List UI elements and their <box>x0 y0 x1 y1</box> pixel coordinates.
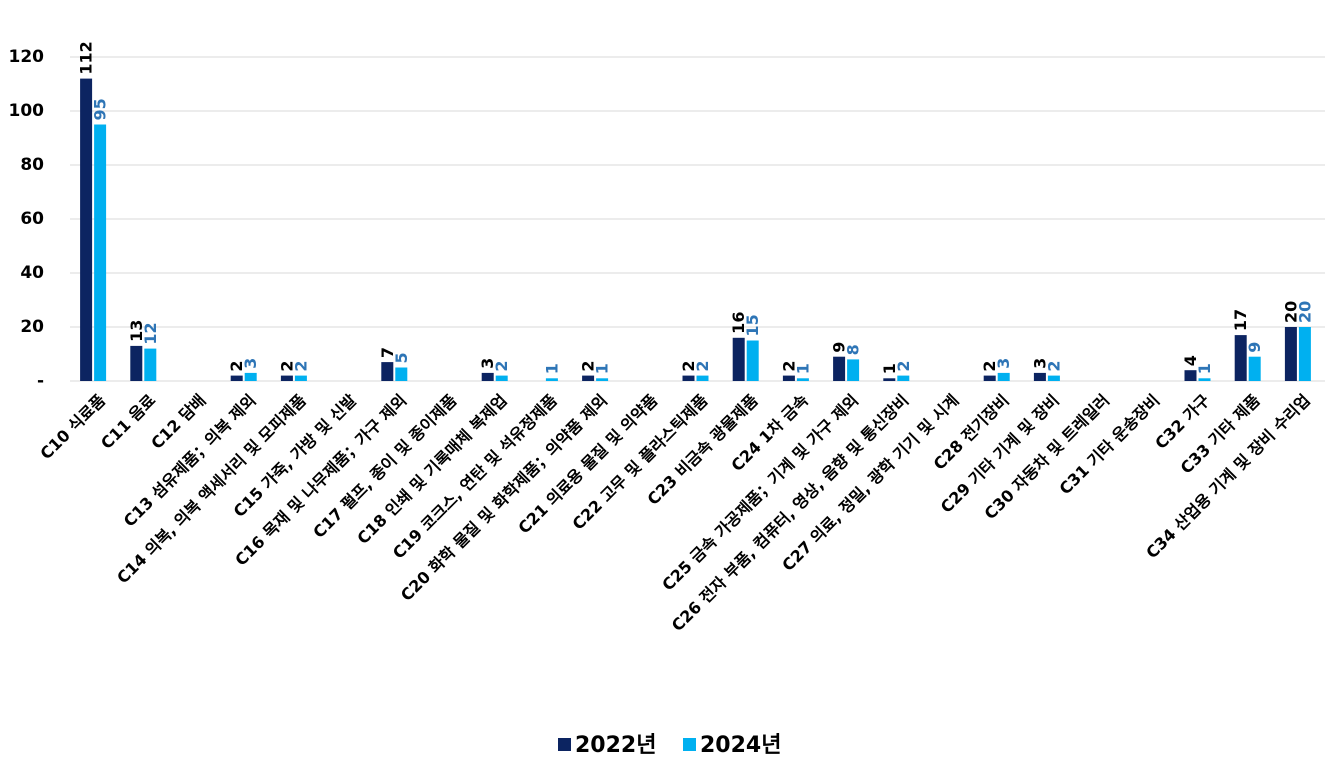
bar <box>1234 335 1247 381</box>
bar <box>80 78 93 381</box>
data-label: 20 <box>1281 301 1300 323</box>
bar <box>244 372 257 381</box>
bar <box>596 378 609 381</box>
y-tick-label: 80 <box>20 155 44 175</box>
legend-swatch <box>683 738 696 751</box>
bar <box>294 375 307 381</box>
data-label: 3 <box>478 358 497 369</box>
y-tick-label: - <box>37 371 44 391</box>
data-label: 1 <box>1195 363 1214 374</box>
bar <box>847 359 860 381</box>
bar <box>1033 372 1046 381</box>
bar <box>682 375 695 381</box>
bar <box>144 348 157 381</box>
bar <box>1248 356 1261 381</box>
bar <box>545 378 558 381</box>
bar <box>1198 378 1211 381</box>
bar <box>746 340 759 381</box>
data-label: 12 <box>141 322 160 344</box>
data-label: 7 <box>378 347 397 358</box>
data-label: 8 <box>844 344 863 355</box>
bar <box>732 337 745 381</box>
legend-swatch <box>558 738 571 751</box>
bar <box>1184 370 1197 381</box>
data-label: 95 <box>91 98 110 120</box>
bar <box>1284 327 1297 381</box>
data-label: 9 <box>830 342 849 353</box>
data-label: 2 <box>579 360 598 371</box>
bar <box>796 378 809 381</box>
bar <box>833 356 846 381</box>
bar <box>782 375 795 381</box>
bar <box>495 375 508 381</box>
bar <box>1047 375 1060 381</box>
bar <box>883 378 896 381</box>
data-label: 2 <box>679 360 698 371</box>
data-label: 1 <box>542 363 561 374</box>
bar <box>130 345 143 381</box>
legend-label: 2022년 <box>575 733 656 758</box>
bar <box>230 375 243 381</box>
data-label: 20 <box>1295 301 1314 323</box>
bar <box>280 375 293 381</box>
data-label: 2 <box>779 360 798 371</box>
data-label: 2 <box>894 360 913 371</box>
data-label: 15 <box>743 314 762 336</box>
bar <box>94 124 107 381</box>
bar <box>395 367 408 381</box>
y-tick-label: 100 <box>9 101 45 121</box>
data-label: 17 <box>1231 309 1250 331</box>
data-label: 2 <box>277 360 296 371</box>
data-label: 3 <box>994 358 1013 369</box>
x-tick-label: C26 전자 부품, 컴퓨터, 영상, 음향 및 통신장비 <box>668 391 912 635</box>
data-label: 3 <box>241 358 260 369</box>
data-label: 16 <box>729 312 748 334</box>
data-label: 4 <box>1181 355 1200 366</box>
data-label: 13 <box>127 320 146 342</box>
data-label: 2 <box>291 360 310 371</box>
data-label: 112 <box>77 41 96 74</box>
y-tick-label: 40 <box>20 263 44 283</box>
y-tick-label: 60 <box>20 209 44 229</box>
data-label: 5 <box>392 352 411 363</box>
data-label: 1 <box>880 363 899 374</box>
bar <box>997 372 1010 381</box>
bar <box>481 372 494 381</box>
bar <box>381 362 394 381</box>
bar <box>582 375 595 381</box>
x-tick-label: C10 식료품 <box>36 390 109 463</box>
data-label: 1 <box>793 363 812 374</box>
data-label: 1 <box>593 363 612 374</box>
bar <box>1298 327 1311 381</box>
data-label: 2 <box>693 360 712 371</box>
bar <box>696 375 709 381</box>
data-label: 2 <box>1044 360 1063 371</box>
y-tick-label: 20 <box>20 317 44 337</box>
data-label: 2 <box>227 360 246 371</box>
bar <box>897 375 910 381</box>
data-label: 2 <box>980 360 999 371</box>
data-label: 2 <box>492 360 511 371</box>
data-label: 9 <box>1245 342 1264 353</box>
bar <box>983 375 996 381</box>
legend-label: 2024년 <box>700 733 781 758</box>
y-tick-label: 120 <box>9 47 45 67</box>
data-label: 3 <box>1030 358 1049 369</box>
